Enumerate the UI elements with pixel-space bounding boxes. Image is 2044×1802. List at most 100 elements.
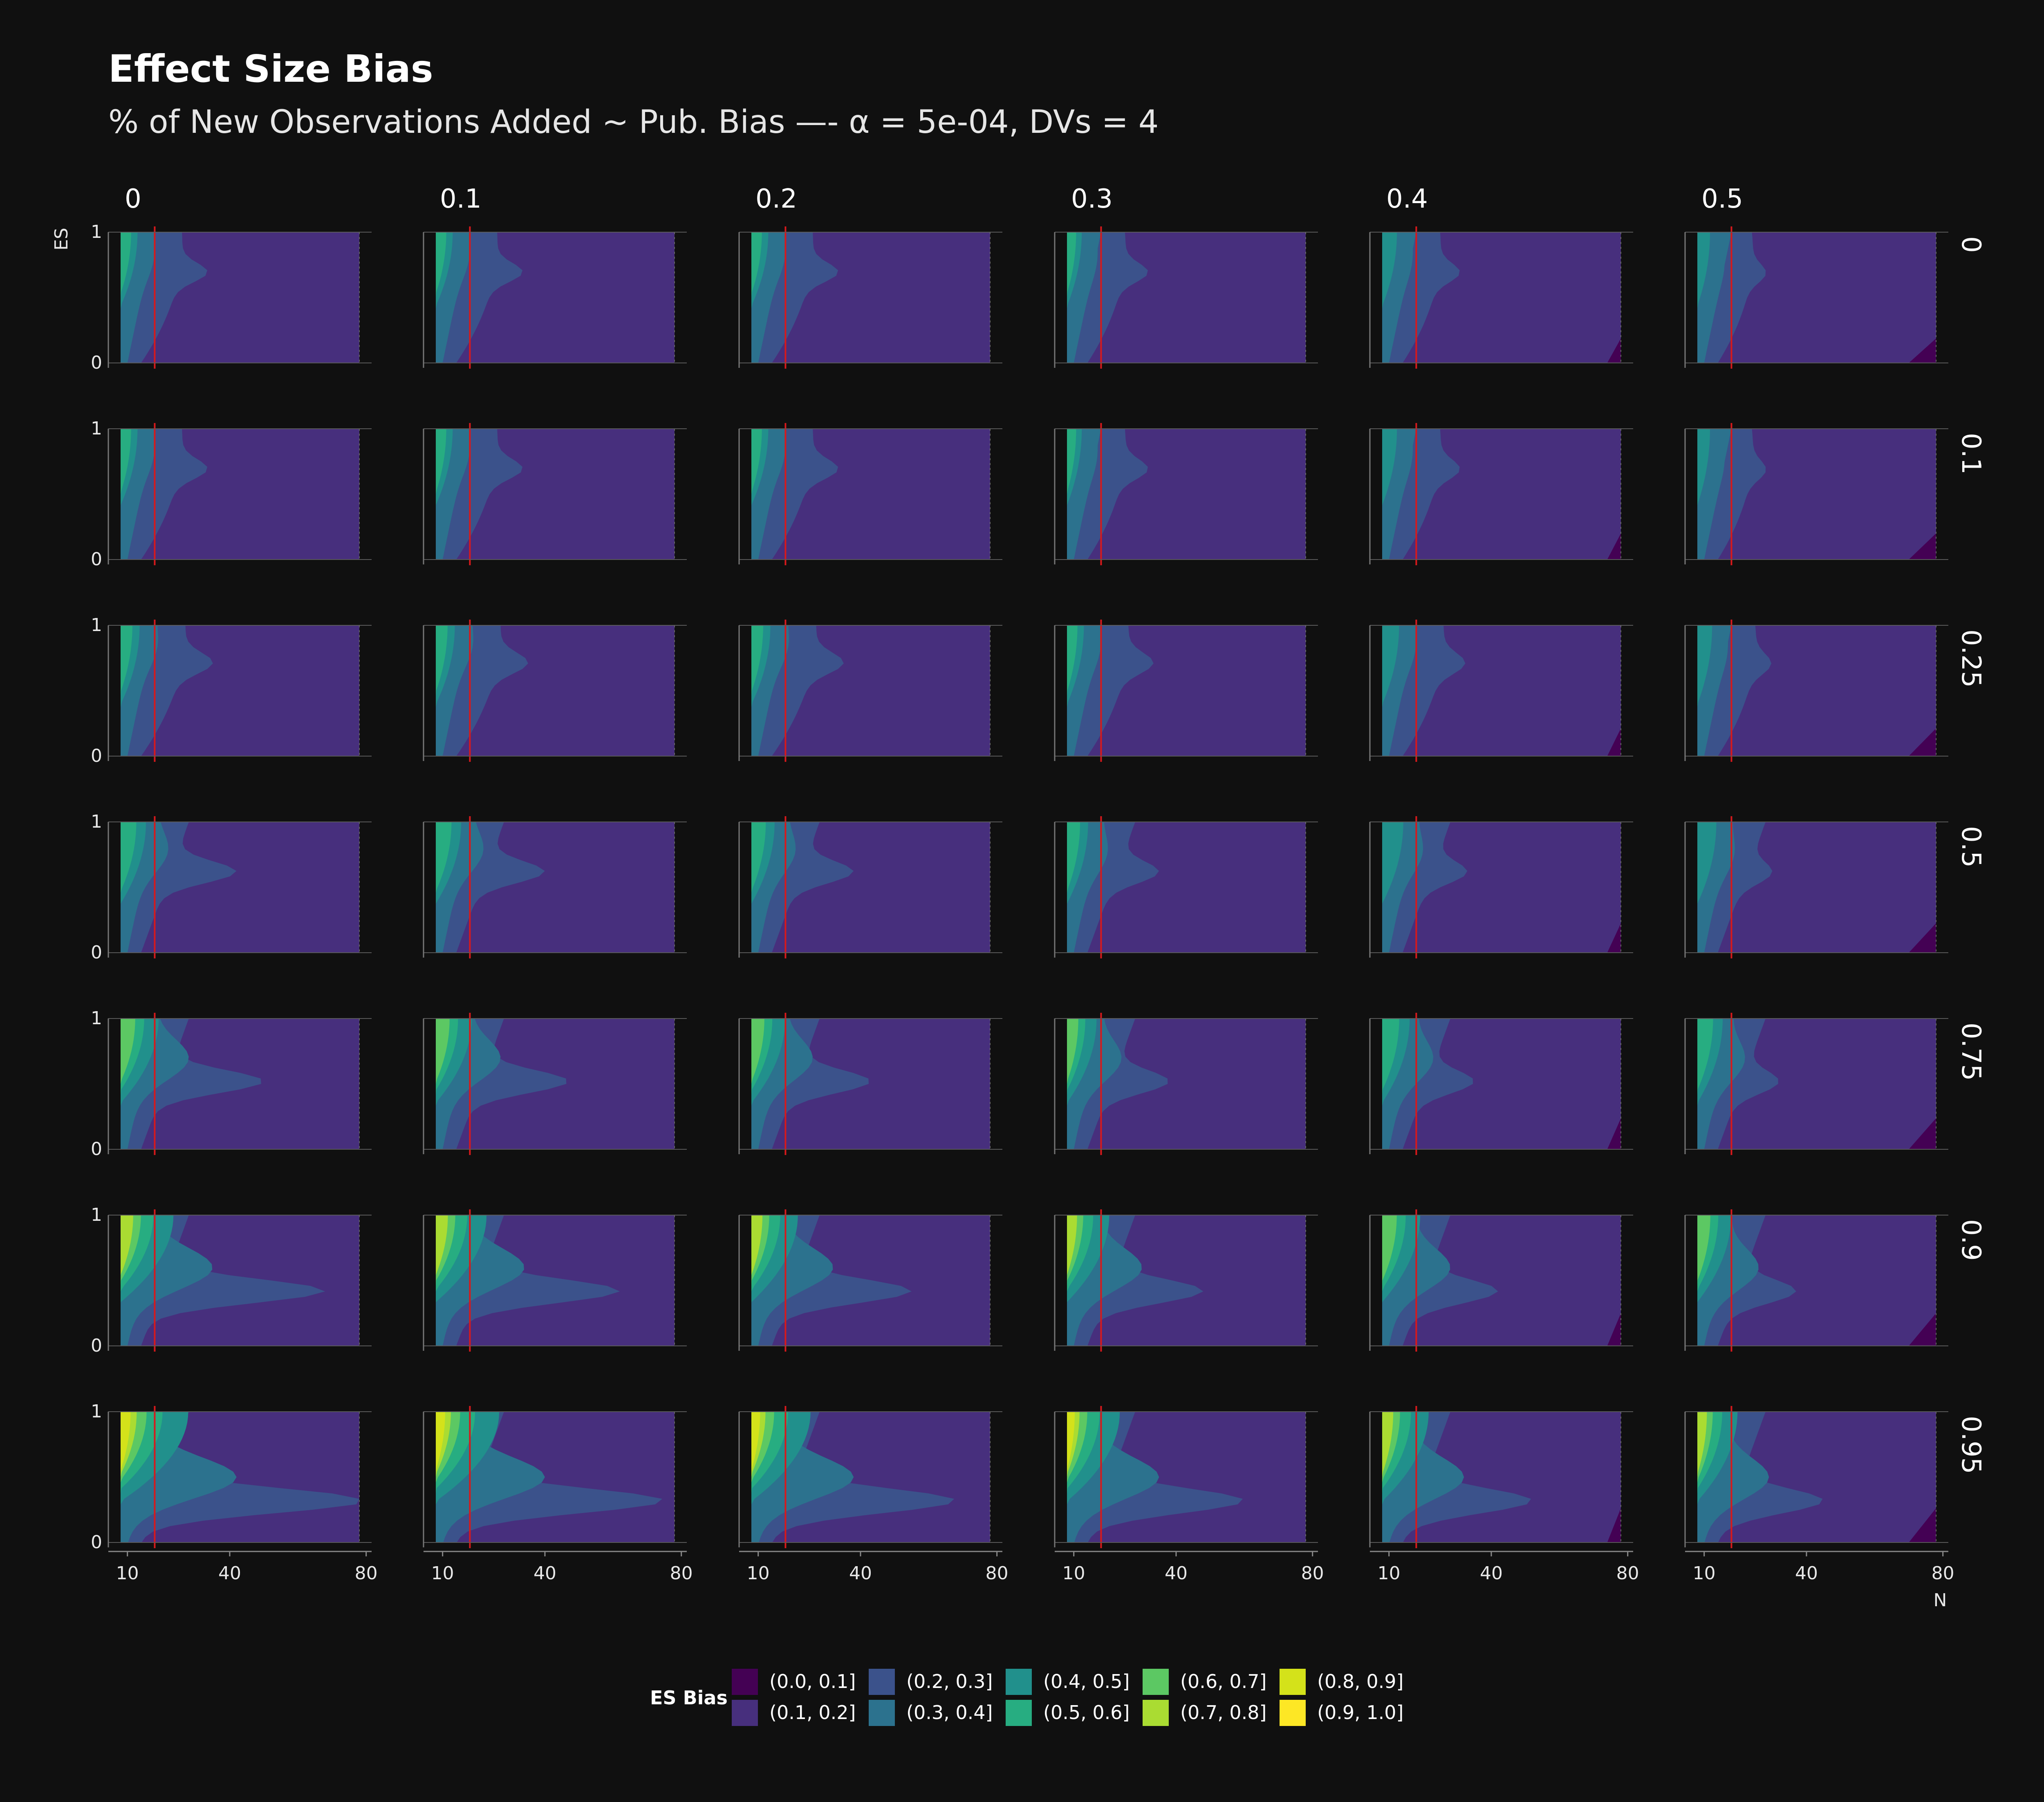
x-tick-label: 40 [218, 1563, 241, 1584]
legend-label: (0.0, 0.1] [769, 1670, 856, 1692]
legend-label: (0.9, 1.0] [1317, 1701, 1403, 1724]
x-tick-label: 80 [1616, 1563, 1639, 1584]
x-tick-label: 40 [1480, 1563, 1503, 1584]
chart-title: Effect Size Bias [108, 47, 433, 91]
facet-panel [1370, 226, 1633, 369]
x-tick-label: 80 [670, 1563, 693, 1584]
facet-panel [1685, 816, 1948, 958]
facet-panel [1370, 423, 1633, 565]
facet-panel [1370, 1013, 1633, 1155]
facet-panel [1370, 1209, 1633, 1352]
legend-key [869, 1700, 895, 1726]
facet-panel [1055, 226, 1318, 369]
facet-panel [739, 1209, 1002, 1352]
facet-panel [739, 1013, 1002, 1155]
facet-panel [108, 423, 372, 565]
facet-panel [108, 816, 372, 958]
facet-panel [424, 1209, 687, 1352]
facet-panel [1685, 226, 1948, 369]
row-strip-label: 0.75 [1956, 1023, 1986, 1081]
legend-key [869, 1669, 895, 1695]
facet-panel [739, 816, 1002, 958]
facet-panel [108, 226, 372, 369]
facet-panel [739, 1406, 1002, 1548]
row-strip-label: 0.5 [1956, 826, 1986, 868]
row-strip-label: 0.1 [1956, 433, 1986, 475]
x-tick-label: 10 [431, 1563, 454, 1584]
x-tick-label: 80 [1301, 1563, 1324, 1584]
row-strip-label: 0.25 [1956, 629, 1986, 688]
column-strip-labels: 0 0.1 0.2 0.3 0.4 0.5 [125, 184, 1743, 214]
facet-panel [1685, 423, 1948, 565]
legend-key [732, 1700, 758, 1726]
facet-panel [1685, 620, 1948, 762]
facet-panel [1370, 816, 1633, 958]
x-tick-label: 40 [533, 1563, 556, 1584]
x-tick-label: 10 [747, 1563, 770, 1584]
y-tick-label: 0 [91, 549, 102, 570]
row-strip-label: 0.95 [1956, 1416, 1986, 1474]
facet-panel [1685, 1013, 1948, 1155]
facet-panel [1055, 1406, 1318, 1548]
y-tick-label: 1 [91, 615, 102, 636]
legend-key [1280, 1669, 1306, 1695]
facet-panel [108, 1013, 372, 1155]
y-tick-label: 1 [91, 418, 102, 439]
legend-key [1280, 1700, 1306, 1726]
y-tick-label: 1 [91, 1401, 102, 1422]
facet-panel [1370, 620, 1633, 762]
y-tick-label: 0 [91, 1335, 102, 1356]
column-strip-label: 0.3 [1071, 184, 1113, 214]
y-tick-label: 0 [91, 1139, 102, 1160]
chart-subtitle: % of New Observations Added ~ Pub. Bias … [108, 104, 1159, 141]
facet-panel [424, 226, 687, 369]
facet-panel [1685, 1406, 1948, 1548]
y-tick-label: 1 [91, 1008, 102, 1029]
x-tick-label: 10 [116, 1563, 139, 1584]
legend-label: (0.3, 0.4] [906, 1701, 993, 1724]
facet-panel [108, 1209, 372, 1352]
legend-label: (0.5, 0.6] [1043, 1701, 1130, 1724]
y-axis-title: ES [51, 228, 72, 251]
y-tick-label: 0 [91, 1532, 102, 1553]
y-tick-label: 0 [91, 745, 102, 766]
legend-label: (0.6, 0.7] [1180, 1670, 1266, 1692]
facet-panel [424, 620, 687, 762]
legend-label: (0.4, 0.5] [1043, 1670, 1130, 1692]
row-strip-label: 0 [1956, 236, 1986, 253]
legend-label: (0.7, 0.8] [1180, 1701, 1266, 1724]
facet-panel [108, 620, 372, 762]
legend-key [1143, 1700, 1169, 1726]
legend-title: ES Bias [650, 1687, 728, 1709]
column-strip-label: 0.4 [1386, 184, 1428, 214]
legend-label: (0.8, 0.9] [1317, 1670, 1403, 1692]
y-tick-label: 0 [91, 942, 102, 963]
x-tick-label: 80 [355, 1563, 378, 1584]
row-strip-labels: 0 0.1 0.25 0.5 0.75 0.9 0.95 [1956, 236, 1986, 1474]
legend-key [732, 1669, 758, 1695]
y-tick-label: 1 [91, 1204, 102, 1225]
x-tick-label: 80 [1932, 1563, 1954, 1584]
facet-panel [424, 816, 687, 958]
x-tick-label: 40 [1795, 1563, 1818, 1584]
facet-panel [739, 620, 1002, 762]
x-tick-label: 40 [849, 1563, 872, 1584]
facet-panel [424, 423, 687, 565]
column-strip-label: 0.1 [440, 184, 482, 214]
legend: ES Bias (0.0, 0.1] (0.1, 0.2] (0.2, 0.3] (0.… [650, 1669, 1403, 1726]
facet-panel [1055, 1013, 1318, 1155]
legend-label: (0.1, 0.2] [769, 1701, 856, 1724]
facet-panel [1370, 1406, 1633, 1548]
facet-panel [1685, 1209, 1948, 1352]
x-axis-title: N [1934, 1590, 1947, 1611]
facet-panel [739, 226, 1002, 369]
facet-panel [424, 1406, 687, 1548]
row-strip-label: 0.9 [1956, 1219, 1986, 1261]
facet-grid [108, 226, 1948, 1548]
facet-panel [1055, 620, 1318, 762]
legend-key [1143, 1669, 1169, 1695]
facet-panel [739, 423, 1002, 565]
legend-label: (0.2, 0.3] [906, 1670, 993, 1692]
x-tick-label: 40 [1165, 1563, 1188, 1584]
